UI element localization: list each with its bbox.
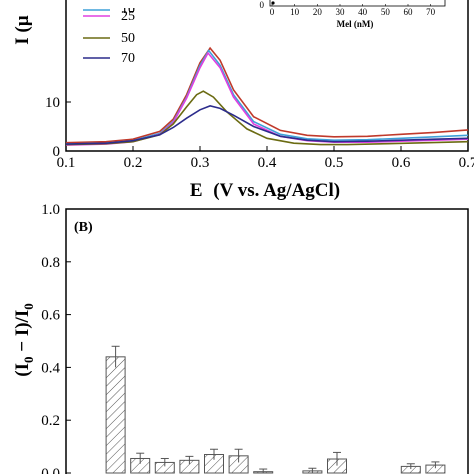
panel-a-x-axis-label-unit: (V vs. Ag/AgCl) xyxy=(213,180,340,201)
a-x-tick-label: 0.3 xyxy=(191,155,210,171)
inset-x-tick-label: 10 xyxy=(290,7,300,17)
panel-b-tag: (B) xyxy=(74,220,93,235)
inset-x-tick-label: 30 xyxy=(336,7,346,17)
panel-a-voltammogram: 0.1 0.2 0.3 0.4 0.5 0.6 0.7 0 10 I (µ E (V vs. … xyxy=(12,0,474,201)
panel-b-y-label-mid: − I)/I xyxy=(12,310,33,357)
inset-x-tick-label: 0 xyxy=(270,7,275,17)
b-y-tick-label: 0.4 xyxy=(41,360,60,376)
series-line-4 xyxy=(65,105,469,145)
legend-label-25: 25 xyxy=(121,9,135,24)
inset-x-tick-label: 70 xyxy=(426,7,436,17)
panel-b-y-label-sub0: 0 xyxy=(21,357,36,364)
a-x-tick-label: 0.5 xyxy=(325,155,344,171)
b-y-tick-label: 0.0 xyxy=(41,466,60,474)
panel-a-y-ticks: 0 10 xyxy=(45,95,71,160)
panel-b-y-ticks: 0.0 0.2 0.4 0.6 0.8 1.0 xyxy=(41,202,71,474)
a-x-tick-label: 0.2 xyxy=(124,155,143,171)
panel-a-legend: 10 25 50 70 xyxy=(80,0,142,66)
inset-frame xyxy=(269,0,446,7)
a-x-tick-label: 0.6 xyxy=(392,155,411,171)
series-line-0 xyxy=(65,46,469,144)
panel-b-y-label-sub1: 0 xyxy=(21,303,36,310)
inset-x-ticks: 0 10 20 30 40 50 60 70 xyxy=(270,4,436,17)
inset-x-axis-label: Mel (nM) xyxy=(337,19,374,29)
inset-x-tick-label: 50 xyxy=(381,7,391,17)
a-x-tick-label: 0.7 xyxy=(459,155,474,171)
inset-plot: 0 10 20 30 40 50 60 70 0 Mel (nM) xyxy=(260,0,446,29)
a-x-tick-label: 0.1 xyxy=(57,155,76,171)
panel-b-bars: (B) 0.00.20.40.60.81.0 (I0 − I)/I0 xyxy=(12,202,469,474)
panel-b-y-axis-label: (I0 − I)/I0 xyxy=(12,303,36,376)
inset-x-tick-label: 60 xyxy=(404,7,414,17)
a-y-tick-label: 0 xyxy=(53,144,61,160)
inset-y-tick-0: 0 xyxy=(260,0,265,10)
panel-b-bar-group xyxy=(105,345,446,474)
panel-b-y-label-open: (I xyxy=(12,363,33,377)
inset-x-tick-label: 40 xyxy=(358,7,368,17)
a-y-tick-label: 10 xyxy=(45,95,60,111)
panel-a-x-axis-label: E (V vs. Ag/AgCl) xyxy=(190,180,340,201)
series-line-1 xyxy=(65,49,469,145)
legend-label-50: 50 xyxy=(121,31,135,46)
series-line-3 xyxy=(65,90,469,146)
a-x-tick-label: 0.4 xyxy=(258,155,277,171)
panel-a-x-ticks: 0.1 0.2 0.3 0.4 0.5 0.6 0.7 xyxy=(57,146,474,171)
bar-1 xyxy=(105,356,126,474)
b-y-tick-label: 1.0 xyxy=(41,202,60,218)
inset-point xyxy=(271,1,275,5)
b-y-tick-label: 0.6 xyxy=(41,308,60,324)
panel-a-y-axis-label: I (µ xyxy=(12,15,33,44)
panel-b-frame xyxy=(65,208,469,474)
panel-a-series xyxy=(65,46,469,146)
inset-x-tick-label: 20 xyxy=(313,7,323,17)
legend-label-70: 70 xyxy=(121,51,135,66)
b-y-tick-label: 0.2 xyxy=(41,413,60,429)
panel-a-x-axis-label-symbol: E xyxy=(190,180,203,201)
legend-clip-cover xyxy=(80,0,142,8)
b-y-tick-label: 0.8 xyxy=(41,255,60,271)
